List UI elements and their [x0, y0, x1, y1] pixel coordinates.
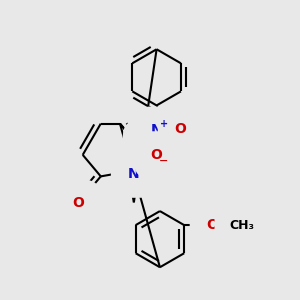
Text: O: O — [206, 218, 218, 232]
Text: O: O — [72, 196, 84, 210]
Text: O: O — [151, 148, 163, 162]
Text: +: + — [160, 119, 168, 129]
Text: −: − — [159, 156, 169, 166]
Text: N: N — [140, 136, 151, 151]
Text: CH₃: CH₃ — [230, 219, 254, 232]
Text: O: O — [174, 122, 186, 136]
Text: N: N — [128, 167, 139, 181]
Text: N: N — [151, 123, 162, 137]
